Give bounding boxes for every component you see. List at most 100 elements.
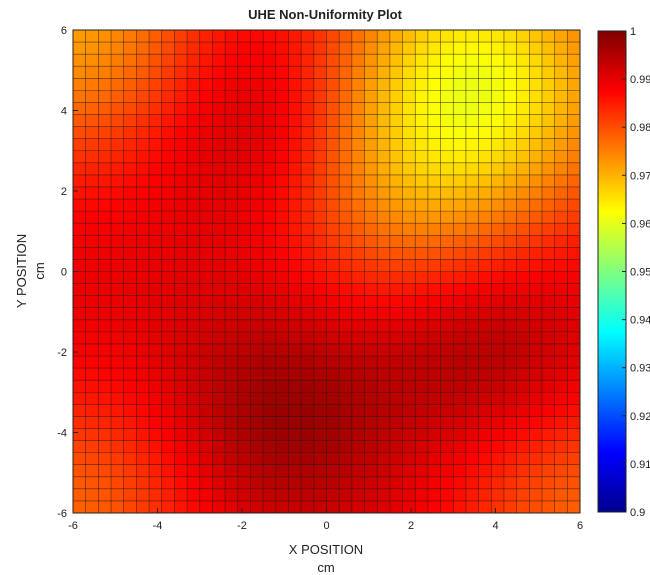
heatmap-cell [415, 174, 429, 188]
heatmap-cell [161, 90, 175, 103]
heatmap-cell [516, 283, 530, 296]
heatmap-cell [326, 150, 340, 164]
heatmap-cell [212, 416, 226, 429]
heatmap-cell [491, 331, 505, 345]
heatmap-cell [339, 271, 353, 284]
heatmap-cell [415, 186, 429, 200]
heatmap-cell [440, 452, 454, 465]
heatmap-cell [98, 30, 112, 43]
heatmap-cell [465, 416, 479, 429]
heatmap-cell [313, 488, 327, 502]
heatmap-cell [149, 331, 163, 345]
heatmap-cell [339, 500, 353, 514]
heatmap-cell [339, 343, 353, 357]
heatmap-cell [313, 66, 327, 79]
heatmap-cell [427, 138, 441, 152]
heatmap-cell [440, 331, 454, 345]
heatmap-cell [478, 78, 492, 91]
heatmap-cell [465, 223, 479, 236]
heatmap-cell [73, 440, 86, 453]
heatmap-cell [427, 66, 441, 79]
heatmap-cell [199, 283, 213, 296]
heatmap-cell [111, 319, 124, 333]
heatmap-cell [199, 476, 213, 490]
heatmap-cell [377, 259, 391, 272]
heatmap-cell [326, 500, 340, 514]
heatmap-cell [263, 138, 277, 152]
heatmap-cell [415, 356, 429, 369]
heatmap-cell [351, 343, 365, 357]
heatmap-cell [136, 42, 150, 55]
heatmap-cell [301, 162, 315, 176]
heatmap-cell [313, 102, 327, 115]
heatmap-cell [187, 78, 201, 91]
heatmap-cell [554, 247, 568, 260]
heatmap-cell [503, 174, 517, 188]
heatmap-cell [313, 211, 327, 224]
heatmap-cell [364, 452, 378, 465]
heatmap-cell [491, 488, 505, 502]
heatmap-cell [478, 380, 492, 393]
heatmap-cell [503, 283, 517, 296]
heatmap-cell [288, 331, 302, 345]
heatmap-cell [187, 295, 201, 309]
heatmap-cell [326, 488, 340, 502]
heatmap-cell [250, 150, 264, 164]
heatmap-cell [149, 295, 163, 309]
heatmap-cell [111, 126, 124, 139]
heatmap-cell [199, 223, 213, 236]
heatmap-cell [415, 114, 429, 127]
heatmap-cell [503, 247, 517, 260]
heatmap-cell [149, 174, 163, 188]
heatmap-cell [149, 235, 163, 248]
heatmap-cell [402, 404, 416, 417]
heatmap-cell [136, 162, 150, 176]
heatmap-cell [225, 138, 239, 152]
heatmap-cell [554, 356, 568, 369]
heatmap-cell [111, 174, 124, 188]
heatmap-cell [326, 138, 340, 152]
heatmap-cell [225, 102, 239, 115]
heatmap-cell [136, 416, 150, 429]
heatmap-cell [149, 259, 163, 272]
heatmap-cell [529, 102, 543, 115]
heatmap-cell [149, 416, 163, 429]
heatmap-cell [389, 319, 403, 333]
heatmap-cell [427, 162, 441, 176]
heatmap-cell [301, 150, 315, 164]
heatmap-cell [529, 356, 543, 369]
heatmap-cell [402, 66, 416, 79]
heatmap-cell [199, 368, 213, 381]
heatmap-cell [326, 307, 340, 321]
heatmap-cell [85, 30, 99, 43]
heatmap-cell [529, 162, 543, 176]
heatmap-cell [516, 368, 530, 381]
colorbar-tick-label: 0.95 [630, 267, 650, 279]
heatmap-cell [288, 283, 302, 296]
heatmap-cell [326, 42, 340, 55]
heatmap-cell [567, 476, 581, 490]
heatmap-cell [326, 259, 340, 272]
heatmap-cell [275, 42, 289, 55]
heatmap-cell [427, 476, 441, 490]
heatmap-cell [225, 126, 239, 139]
heatmap-cell [73, 30, 86, 43]
heatmap-cell [478, 319, 492, 333]
heatmap-cell [339, 356, 353, 369]
heatmap-cell [313, 331, 327, 345]
heatmap-cell [339, 66, 353, 79]
heatmap-cell [149, 186, 163, 200]
heatmap-cell [85, 271, 99, 284]
heatmap-cell [529, 186, 543, 200]
heatmap-cell [161, 380, 175, 393]
heatmap-cell [313, 223, 327, 236]
heatmap-cell [288, 343, 302, 357]
heatmap-cell [313, 126, 327, 139]
heatmap-cell [465, 186, 479, 200]
heatmap-cell [123, 356, 137, 369]
heatmap-cell [123, 404, 137, 417]
heatmap-cell [465, 66, 479, 79]
heatmap-cell [377, 199, 391, 212]
heatmap-cell [288, 42, 302, 55]
heatmap-cell [149, 30, 163, 43]
